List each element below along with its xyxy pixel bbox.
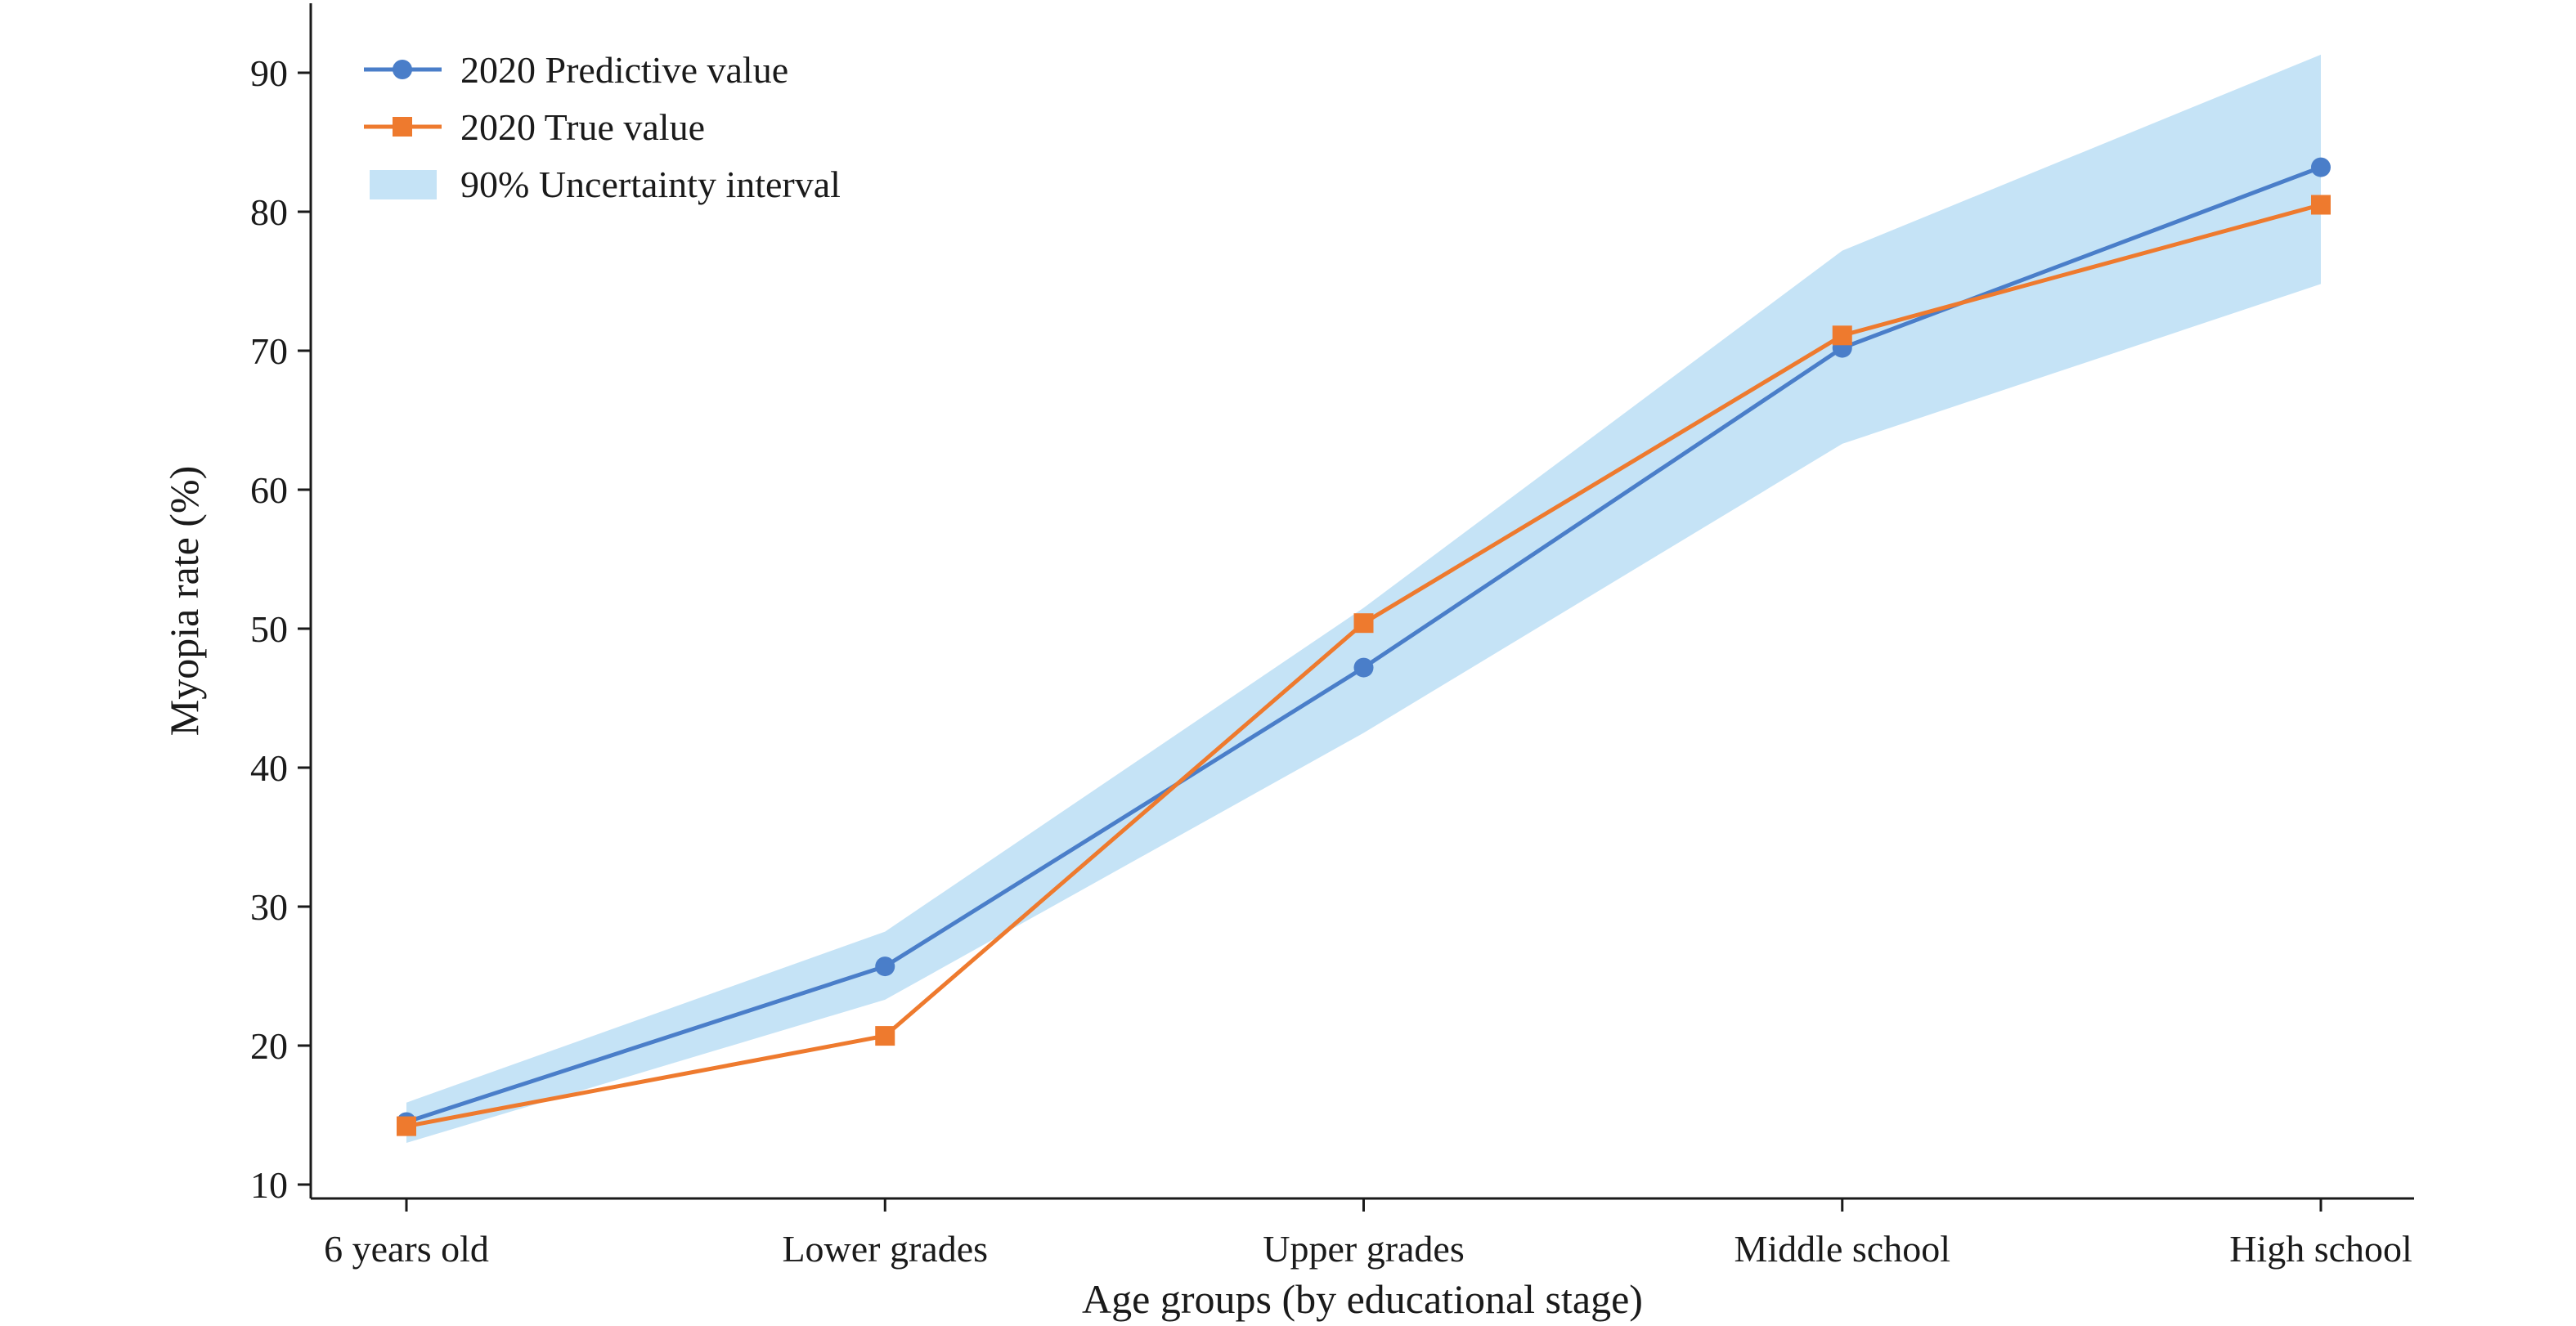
x-ticks: 6 years old Lower grades Upper grades Middl… — [324, 1198, 2412, 1270]
point-true-6-years-old — [397, 1116, 416, 1136]
x-tick-label-6-years-old: 6 years old — [324, 1228, 489, 1270]
point-true-middle-school — [1832, 325, 1852, 346]
y-tick-label-60: 60 — [250, 469, 288, 511]
legend-label-interval: 90% Uncertainty interval — [460, 164, 841, 205]
uncertainty-band-layer — [406, 54, 2321, 1143]
y-tick-label-20: 20 — [250, 1025, 288, 1067]
legend-marker-predictive — [393, 60, 412, 79]
x-tick-label-upper-grades: Upper grades — [1263, 1228, 1465, 1270]
y-tick-label-70: 70 — [250, 330, 288, 372]
y-tick-label-50: 50 — [250, 608, 288, 650]
point-predictive-high-school — [2311, 157, 2331, 177]
y-ticks: 10 20 30 40 50 60 70 80 90 — [250, 52, 311, 1206]
legend-label-true: 2020 True value — [460, 106, 705, 148]
y-tick-label-90: 90 — [250, 52, 288, 94]
point-predictive-upper-grades — [1353, 657, 1374, 678]
x-tick-label-high-school: High school — [2229, 1228, 2412, 1270]
y-tick-label-10: 10 — [250, 1164, 288, 1206]
point-true-high-school — [2311, 195, 2331, 215]
point-true-upper-grades — [1353, 613, 1374, 634]
y-axis-title: Myopia rate (%) — [161, 466, 207, 736]
series-layer — [397, 157, 2331, 1136]
legend-marker-true — [393, 117, 412, 137]
legend-swatch-interval — [370, 170, 437, 199]
legend-label-predictive: 2020 Predictive value — [460, 49, 788, 91]
point-predictive-lower-grades — [875, 956, 895, 977]
x-tick-label-middle-school: Middle school — [1735, 1228, 1950, 1270]
uncertainty-band — [406, 54, 2321, 1143]
x-axis-title: Age groups (by educational stage) — [1082, 1276, 1643, 1322]
x-tick-label-lower-grades: Lower grades — [782, 1228, 988, 1270]
y-tick-label-30: 30 — [250, 886, 288, 928]
point-true-lower-grades — [875, 1026, 895, 1046]
legend: 2020 Predictive value 2020 True value 90… — [364, 49, 841, 205]
y-tick-label-80: 80 — [250, 191, 288, 233]
y-tick-label-40: 40 — [250, 747, 288, 789]
